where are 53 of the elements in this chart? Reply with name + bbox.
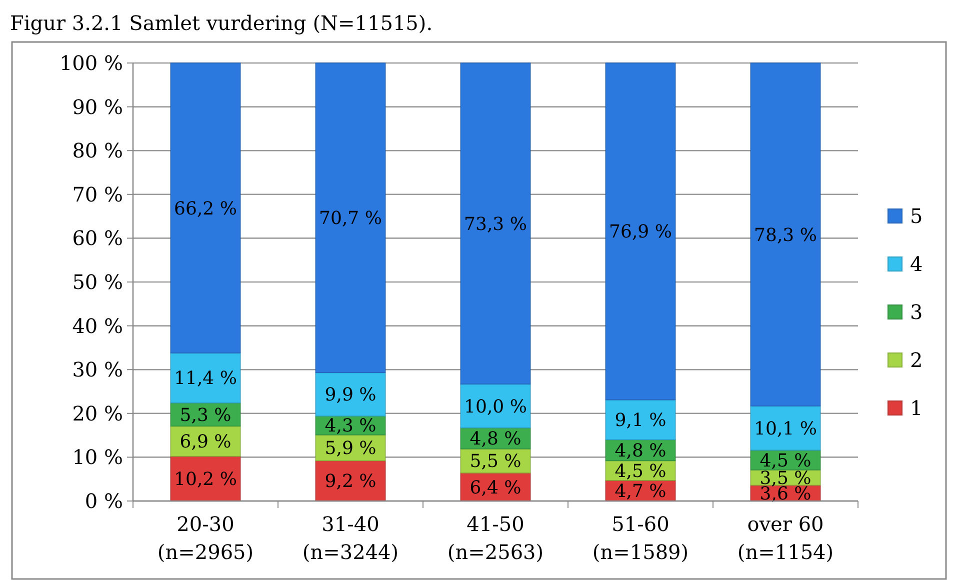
legend-label: 3 [910,300,923,324]
data-label: 73,3 % [464,214,527,235]
data-label: 70,7 % [319,208,382,230]
data-label: 6,4 % [470,477,522,498]
y-tick-label: 30 % [72,358,123,382]
x-tick-label: 41-50 (n=2563) [447,512,544,564]
y-tick-label: 20 % [72,401,123,426]
data-label: 10,0 % [464,396,527,418]
y-tick-label: 50 % [72,270,123,294]
data-label: 4,7 % [614,481,666,502]
bar [605,399,676,440]
data-label: 9,2 % [324,471,376,492]
data-label: 78,3 % [754,224,817,246]
data-label: 5,3 % [180,404,232,426]
data-label: 4,5 % [614,460,666,482]
y-tick-label: 100 % [59,51,123,75]
x-tick-label: over 60 (n=1154) [737,512,834,564]
bar [315,62,386,374]
bar [605,62,676,400]
y-tick-label: 60 % [72,226,123,250]
data-label: 4,5 % [760,450,812,472]
bar [750,62,821,406]
x-tick-label: 20-30 (n=2965) [157,512,254,564]
y-tick-label: 0 % [84,489,123,513]
bar [170,352,241,404]
legend-label: 1 [910,396,923,420]
y-tick-label: 10 % [72,445,123,470]
y-tick-label: 40 % [72,314,123,338]
data-label: 4,8 % [614,440,666,462]
chart-title: Figur 3.2.1 Samlet vurdering (N=11515). [10,11,433,35]
data-label: 5,5 % [470,451,522,472]
legend-label: 2 [910,348,923,372]
y-tick-label: 80 % [72,138,123,163]
data-label: 9,9 % [324,384,376,406]
bar [170,62,241,354]
data-label: 4,8 % [470,428,522,450]
x-tick-label: 31-40 (n=3244) [302,512,399,564]
data-label: 10,1 % [754,418,817,440]
data-label: 9,1 % [614,410,666,432]
x-tick-label: 51-60 (n=1589) [592,512,689,564]
legend-label: 4 [910,252,923,276]
data-label: 66,2 % [174,198,237,220]
data-label: 5,9 % [324,438,376,460]
data-label: 10,2 % [174,468,237,490]
bar [315,372,386,416]
data-label: 11,4 % [174,368,237,390]
y-tick-label: 70 % [72,182,123,206]
bar [460,62,531,384]
data-label: 76,9 % [609,222,672,243]
y-tick-label: 90 % [72,94,123,119]
data-label: 4,3 % [324,416,376,437]
legend-label: 5 [910,204,923,228]
data-label: 6,9 % [180,432,232,453]
